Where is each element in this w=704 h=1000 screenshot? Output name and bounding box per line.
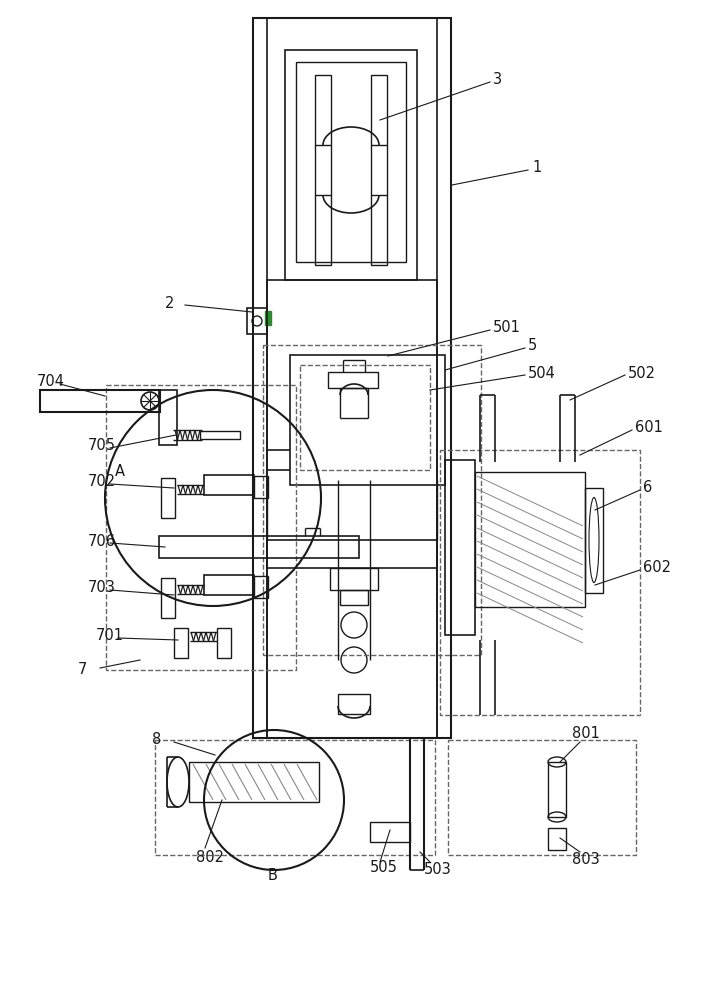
Text: 705: 705 <box>88 438 116 454</box>
Bar <box>475 472 585 607</box>
Bar <box>217 628 231 658</box>
Bar <box>155 740 435 855</box>
Bar <box>161 578 175 618</box>
Bar <box>40 390 160 412</box>
Bar <box>265 311 271 325</box>
Text: 501: 501 <box>493 320 521 336</box>
Text: 505: 505 <box>370 860 398 876</box>
Bar <box>174 628 188 658</box>
Text: A: A <box>115 464 125 480</box>
Bar <box>159 390 177 445</box>
Bar <box>204 475 254 495</box>
Text: 8: 8 <box>152 732 161 748</box>
Text: 702: 702 <box>88 475 116 489</box>
Bar <box>161 478 175 518</box>
Bar <box>440 450 640 715</box>
Bar <box>159 536 359 558</box>
Bar <box>106 385 296 670</box>
Bar <box>328 372 378 388</box>
Bar <box>204 575 254 595</box>
Bar <box>290 355 445 485</box>
Text: 1: 1 <box>532 160 541 176</box>
Bar <box>338 694 370 714</box>
Bar <box>296 62 406 262</box>
Text: 504: 504 <box>528 365 556 380</box>
Text: 502: 502 <box>628 365 656 380</box>
Text: 6: 6 <box>643 481 652 495</box>
Text: 802: 802 <box>196 850 224 865</box>
Bar <box>285 50 417 280</box>
Bar <box>445 460 475 635</box>
Bar <box>315 75 331 265</box>
Bar <box>585 488 603 593</box>
Text: 803: 803 <box>572 852 600 867</box>
Text: 503: 503 <box>424 862 452 878</box>
Bar <box>247 308 267 334</box>
Bar <box>254 476 268 498</box>
Bar <box>200 431 240 439</box>
Text: 2: 2 <box>165 296 175 310</box>
Bar <box>267 540 437 568</box>
Bar <box>371 75 387 265</box>
Text: 7: 7 <box>78 662 87 678</box>
Bar <box>370 822 410 842</box>
Bar <box>254 576 268 598</box>
Bar <box>267 280 437 738</box>
Bar <box>448 740 636 855</box>
Text: B: B <box>268 868 278 884</box>
Bar <box>548 828 566 850</box>
Text: 701: 701 <box>96 629 124 644</box>
Text: 3: 3 <box>493 73 502 88</box>
Bar <box>253 18 451 738</box>
Bar <box>189 762 319 802</box>
Bar <box>263 345 481 655</box>
Text: 706: 706 <box>88 534 116 548</box>
Bar <box>548 762 566 817</box>
Text: 801: 801 <box>572 726 600 742</box>
Bar <box>340 590 368 605</box>
Text: 601: 601 <box>635 420 663 436</box>
Bar <box>300 365 430 470</box>
Text: 602: 602 <box>643 560 671 576</box>
Bar <box>330 568 378 590</box>
Text: 704: 704 <box>37 374 65 389</box>
Text: 5: 5 <box>528 338 537 354</box>
Text: 703: 703 <box>88 580 116 595</box>
